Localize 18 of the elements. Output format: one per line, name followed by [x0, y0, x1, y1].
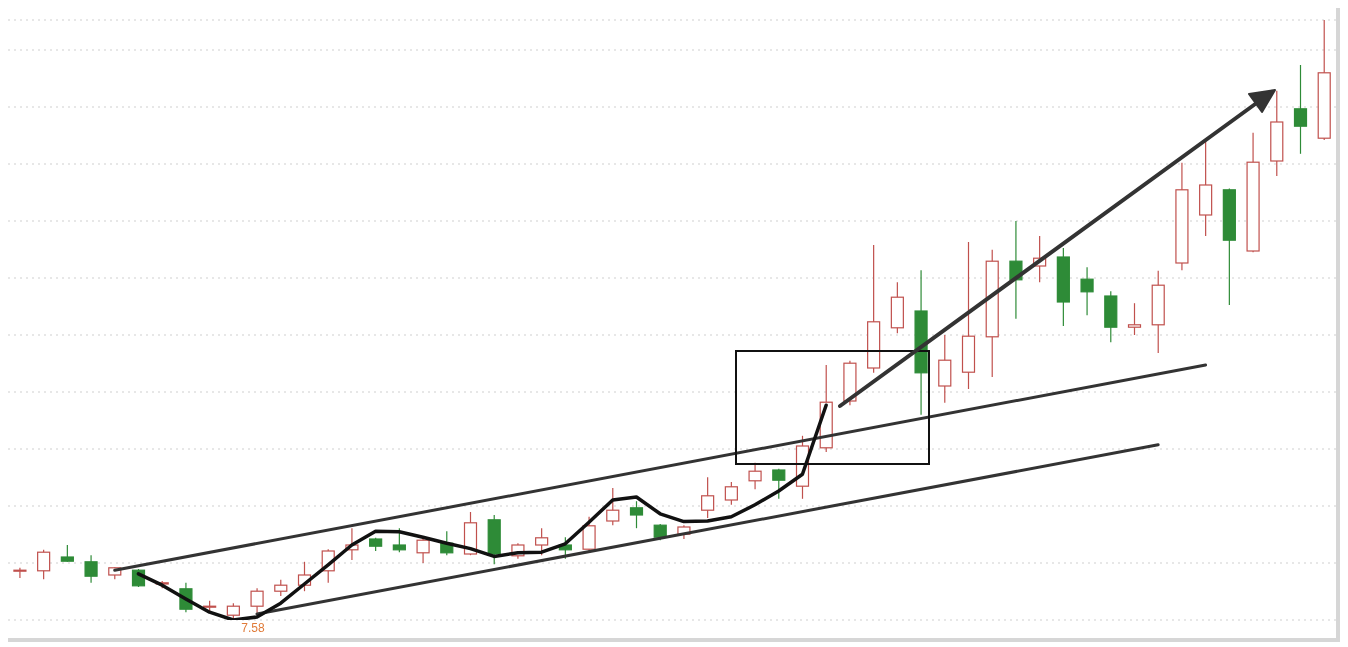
candlestick: [1080, 266, 1094, 316]
candlestick: [748, 462, 762, 490]
candlestick: [250, 587, 264, 614]
candlestick: [606, 487, 620, 526]
candlestick: [535, 527, 549, 556]
candlestick: [416, 537, 430, 564]
text: 7.58: [241, 621, 265, 635]
candlestick: [1127, 302, 1142, 336]
candlestick: [13, 567, 27, 579]
candlestick: [701, 476, 715, 519]
candlestick: [629, 500, 644, 529]
candlestick: [1293, 64, 1308, 155]
candlestick: [772, 468, 786, 500]
candlestick: [84, 554, 98, 584]
candlestick: [724, 481, 738, 506]
candlestick: [582, 516, 596, 552]
candlestick: [37, 549, 51, 580]
candlestick: [392, 527, 406, 553]
